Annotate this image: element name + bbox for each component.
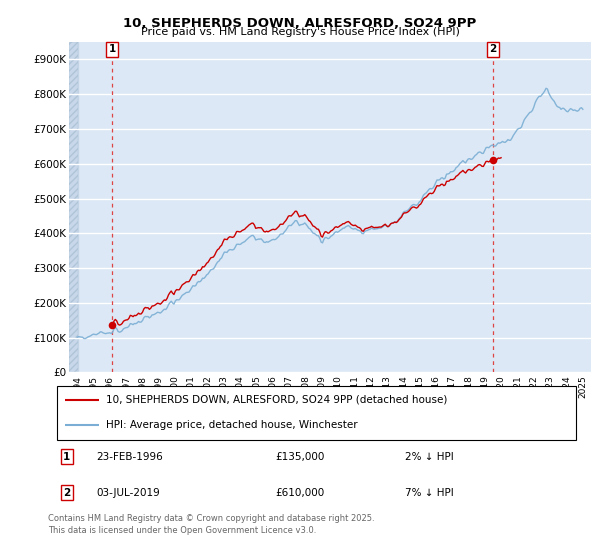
Text: 2: 2 bbox=[490, 44, 497, 54]
Text: 10, SHEPHERDS DOWN, ALRESFORD, SO24 9PP: 10, SHEPHERDS DOWN, ALRESFORD, SO24 9PP bbox=[124, 17, 476, 30]
Text: Price paid vs. HM Land Registry's House Price Index (HPI): Price paid vs. HM Land Registry's House … bbox=[140, 27, 460, 38]
Text: 03-JUL-2019: 03-JUL-2019 bbox=[96, 488, 160, 498]
Text: 2: 2 bbox=[63, 488, 70, 498]
Bar bbox=[69, 42, 78, 372]
Text: 23-FEB-1996: 23-FEB-1996 bbox=[96, 451, 163, 461]
Text: 1: 1 bbox=[63, 451, 70, 461]
FancyBboxPatch shape bbox=[57, 386, 576, 440]
Text: Contains HM Land Registry data © Crown copyright and database right 2025.
This d: Contains HM Land Registry data © Crown c… bbox=[48, 514, 374, 535]
Text: 10, SHEPHERDS DOWN, ALRESFORD, SO24 9PP (detached house): 10, SHEPHERDS DOWN, ALRESFORD, SO24 9PP … bbox=[106, 395, 448, 405]
Point bbox=[488, 156, 498, 165]
Point bbox=[107, 321, 117, 330]
Text: 1: 1 bbox=[109, 44, 116, 54]
Text: £610,000: £610,000 bbox=[275, 488, 324, 498]
Text: 7% ↓ HPI: 7% ↓ HPI bbox=[405, 488, 454, 498]
Text: HPI: Average price, detached house, Winchester: HPI: Average price, detached house, Winc… bbox=[106, 419, 358, 430]
Text: 2% ↓ HPI: 2% ↓ HPI bbox=[405, 451, 454, 461]
Text: £135,000: £135,000 bbox=[275, 451, 325, 461]
